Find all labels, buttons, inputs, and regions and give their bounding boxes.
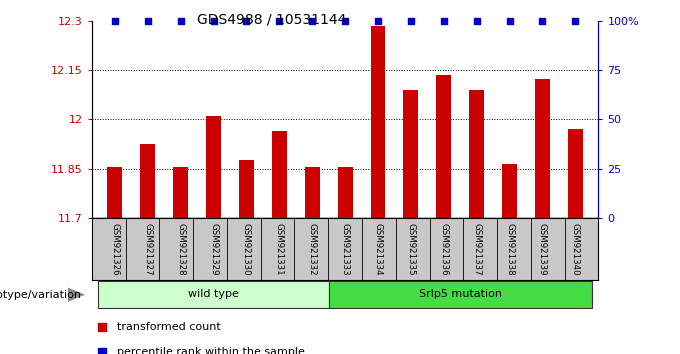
Point <box>471 18 482 24</box>
Polygon shape <box>68 287 85 302</box>
Bar <box>371 26 386 218</box>
Text: GSM921334: GSM921334 <box>373 223 382 275</box>
Text: wild type: wild type <box>188 289 239 299</box>
Bar <box>469 90 484 218</box>
Text: GSM921339: GSM921339 <box>538 223 547 275</box>
Point <box>340 18 351 24</box>
Bar <box>206 116 221 218</box>
Bar <box>272 131 287 218</box>
Text: GSM921328: GSM921328 <box>176 223 185 275</box>
Point <box>504 18 515 24</box>
Text: GSM921332: GSM921332 <box>308 223 317 275</box>
Point <box>97 325 107 330</box>
Bar <box>535 79 550 218</box>
Point <box>274 18 285 24</box>
Bar <box>305 167 320 218</box>
Text: percentile rank within the sample: percentile rank within the sample <box>117 347 305 354</box>
Point <box>307 18 318 24</box>
Text: GSM921329: GSM921329 <box>209 223 218 275</box>
Bar <box>99 281 328 308</box>
Point <box>570 18 581 24</box>
Point <box>97 349 107 354</box>
Point <box>241 18 252 24</box>
Text: GSM921335: GSM921335 <box>407 223 415 275</box>
Bar <box>502 164 517 218</box>
Point <box>109 18 120 24</box>
Text: GSM921336: GSM921336 <box>439 223 448 275</box>
Text: GSM921333: GSM921333 <box>341 223 350 275</box>
Bar <box>140 144 155 218</box>
Text: GSM921338: GSM921338 <box>505 223 514 275</box>
Text: GSM921331: GSM921331 <box>275 223 284 275</box>
Point <box>142 18 153 24</box>
Bar <box>239 160 254 218</box>
Bar <box>437 75 452 218</box>
Text: transformed count: transformed count <box>117 322 221 332</box>
Point <box>373 18 384 24</box>
Bar <box>403 90 418 218</box>
Text: GSM921326: GSM921326 <box>110 223 119 275</box>
Point <box>405 18 416 24</box>
Bar <box>568 129 583 218</box>
Point <box>537 18 548 24</box>
Text: genotype/variation: genotype/variation <box>0 290 82 300</box>
Text: GSM921330: GSM921330 <box>242 223 251 275</box>
Text: Srlp5 mutation: Srlp5 mutation <box>419 289 502 299</box>
Point <box>439 18 449 24</box>
Bar <box>173 167 188 218</box>
Bar <box>107 167 122 218</box>
Text: GSM921340: GSM921340 <box>571 223 580 275</box>
Text: GSM921327: GSM921327 <box>143 223 152 275</box>
Bar <box>328 281 592 308</box>
Point <box>175 18 186 24</box>
Text: GDS4988 / 10531144: GDS4988 / 10531144 <box>197 12 347 27</box>
Text: GSM921337: GSM921337 <box>472 223 481 275</box>
Point <box>208 18 219 24</box>
Bar <box>338 167 352 218</box>
